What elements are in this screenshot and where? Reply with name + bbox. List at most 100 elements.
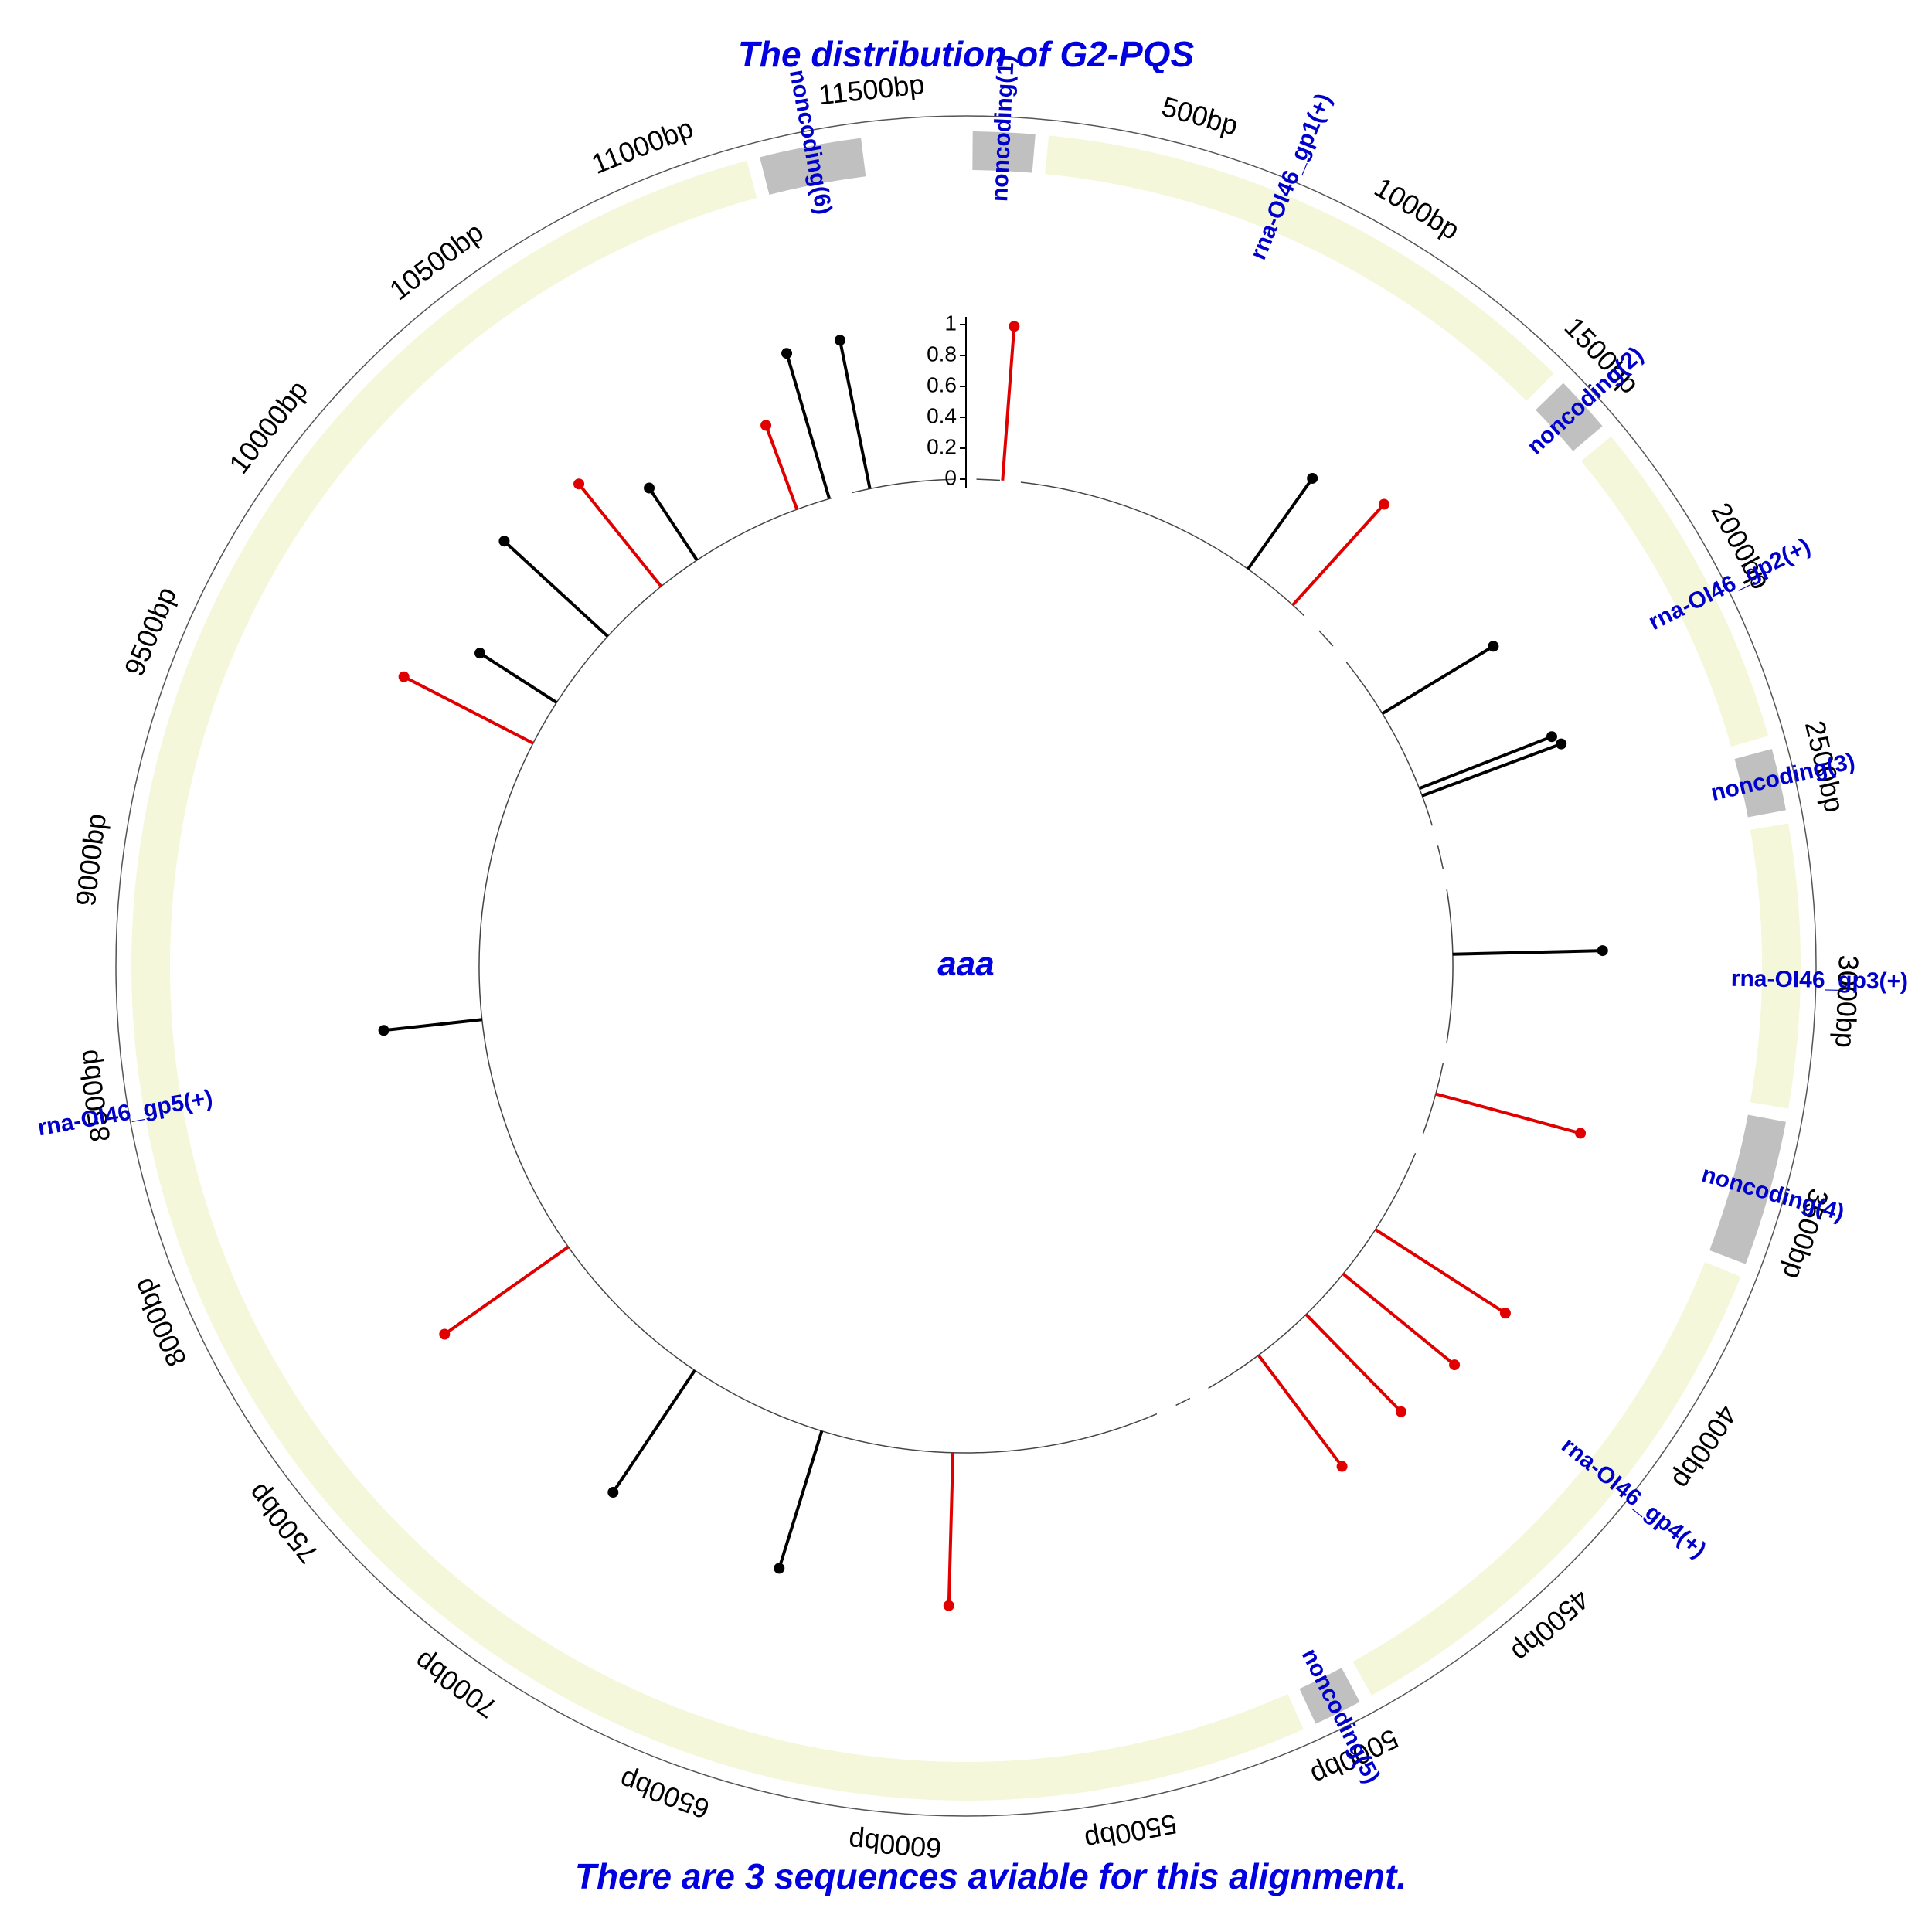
scale-label: 0.4	[927, 403, 957, 427]
tick-label: 6000bp	[848, 1825, 943, 1865]
inner-baseline-circle	[478, 478, 1454, 1454]
pqs-stem	[764, 424, 799, 510]
pqs-point	[1546, 731, 1557, 743]
pqs-point	[644, 482, 655, 494]
pqs-point	[1009, 321, 1020, 332]
pqs-stem	[1381, 645, 1495, 716]
pqs-stem	[1247, 477, 1314, 570]
tick-label: 7000bp	[408, 1645, 502, 1725]
pqs-point	[1575, 1128, 1587, 1139]
pqs-point	[943, 1600, 954, 1611]
tick-label: 3000bp	[1829, 954, 1865, 1049]
outer-circle	[115, 115, 1817, 1817]
pqs-stem	[1421, 742, 1562, 798]
baseline-arc	[1422, 1063, 1444, 1134]
diagram-title: The distribution of G2-PQS	[738, 34, 1195, 74]
center-label: aaa	[937, 945, 994, 983]
baseline-arc	[852, 478, 956, 494]
tick-label: 9000bp	[70, 811, 112, 907]
pqs-point	[607, 1487, 619, 1498]
tick-label: 5500bp	[1082, 1808, 1179, 1857]
pqs-point	[774, 1563, 785, 1574]
scale-label: 0.8	[927, 342, 957, 366]
pqs-lollipops	[378, 321, 1608, 1611]
pqs-stem	[947, 1452, 955, 1606]
baseline-arc	[976, 478, 1001, 481]
baseline-arc	[1208, 1152, 1417, 1389]
pqs-stem	[478, 651, 558, 704]
pqs-stem	[383, 1018, 483, 1032]
baseline-arc	[1318, 630, 1334, 647]
baseline-arc	[1020, 481, 1305, 617]
pqs-stem	[503, 539, 609, 638]
pqs-point	[1556, 738, 1567, 750]
pqs-stem	[1452, 949, 1603, 956]
baseline-arc	[1175, 1397, 1191, 1406]
pqs-point	[398, 671, 410, 682]
pqs-stem	[1418, 735, 1553, 791]
annotation-track	[131, 131, 1801, 1801]
pqs-stem	[577, 483, 663, 588]
noncoding-region-block	[1299, 1668, 1360, 1724]
tick-label: 4000bp	[1666, 1400, 1743, 1495]
tick-label: 7500bp	[241, 1478, 325, 1570]
baseline-arc	[1345, 662, 1433, 826]
pqs-point	[439, 1328, 451, 1340]
pqs-point	[378, 1025, 389, 1036]
tick-label: 11500bp	[817, 68, 926, 111]
noncoding-region-block	[760, 138, 866, 195]
pqs-point	[760, 420, 772, 431]
pqs-point	[1449, 1359, 1461, 1371]
pqs-stem	[1001, 326, 1016, 481]
pqs-stem	[785, 352, 832, 499]
tick-label: 4500bp	[1505, 1583, 1596, 1668]
pqs-point	[781, 348, 793, 359]
footer-text: There are 3 sequences aviable for this a…	[575, 1856, 1406, 1896]
pqs-point	[1597, 945, 1608, 957]
tick-label: 8000bp	[126, 1274, 192, 1371]
noncoding-region-block	[1536, 383, 1603, 451]
pqs-point	[1378, 498, 1389, 510]
coding-region-block	[1581, 436, 1769, 747]
coding-region-block	[1045, 135, 1554, 401]
noncoding-region-block	[972, 131, 1036, 173]
value-scale-axis: 0 0.2 0.4 0.6 0.8 1	[927, 311, 967, 489]
noncoding-region-block	[1709, 1114, 1786, 1264]
pqs-stem	[1257, 1354, 1344, 1468]
pqs-point	[834, 335, 845, 346]
pqs-stem	[648, 487, 699, 561]
pqs-point	[1307, 472, 1318, 484]
pqs-stem	[838, 339, 872, 489]
region-label: rna-OI46_gp3(+)	[1731, 966, 1909, 995]
pqs-stem	[1342, 1272, 1456, 1366]
baseline-arc	[478, 497, 1158, 1454]
region-labels: noncoding(1) rna-OI46_gp1(+)noncoding(2)r…	[36, 54, 1908, 1787]
baseline-arc	[1446, 889, 1454, 1043]
noncoding-region-block	[1734, 749, 1786, 818]
tick-label: 500bp	[1158, 90, 1241, 141]
pqs-stem	[1435, 1092, 1581, 1135]
tick-label: 9500bp	[118, 583, 183, 681]
pqs-point	[1336, 1461, 1348, 1472]
coding-region-block	[1352, 1262, 1741, 1696]
region-label: noncoding(1)	[987, 54, 1019, 202]
pqs-stem	[777, 1430, 824, 1569]
pqs-point	[498, 536, 510, 547]
pqs-point	[1488, 641, 1499, 652]
tick-label: 1000bp	[1369, 171, 1465, 246]
pqs-point	[474, 648, 486, 659]
baseline-arc	[1437, 845, 1444, 869]
scale-label: 0.6	[927, 372, 957, 396]
pqs-point	[573, 478, 585, 490]
pqs-point	[1396, 1406, 1406, 1417]
tick-label: 11000bp	[587, 111, 698, 180]
pqs-stem	[1304, 1313, 1403, 1413]
scale-label: 0	[944, 465, 957, 489]
pqs-stem	[1291, 503, 1386, 607]
pqs-stem	[1374, 1228, 1506, 1315]
pqs-stem	[444, 1245, 570, 1336]
outer-axis-circle	[115, 115, 1817, 1817]
pqs-point	[1499, 1308, 1511, 1319]
coding-region-block	[1750, 823, 1801, 1109]
